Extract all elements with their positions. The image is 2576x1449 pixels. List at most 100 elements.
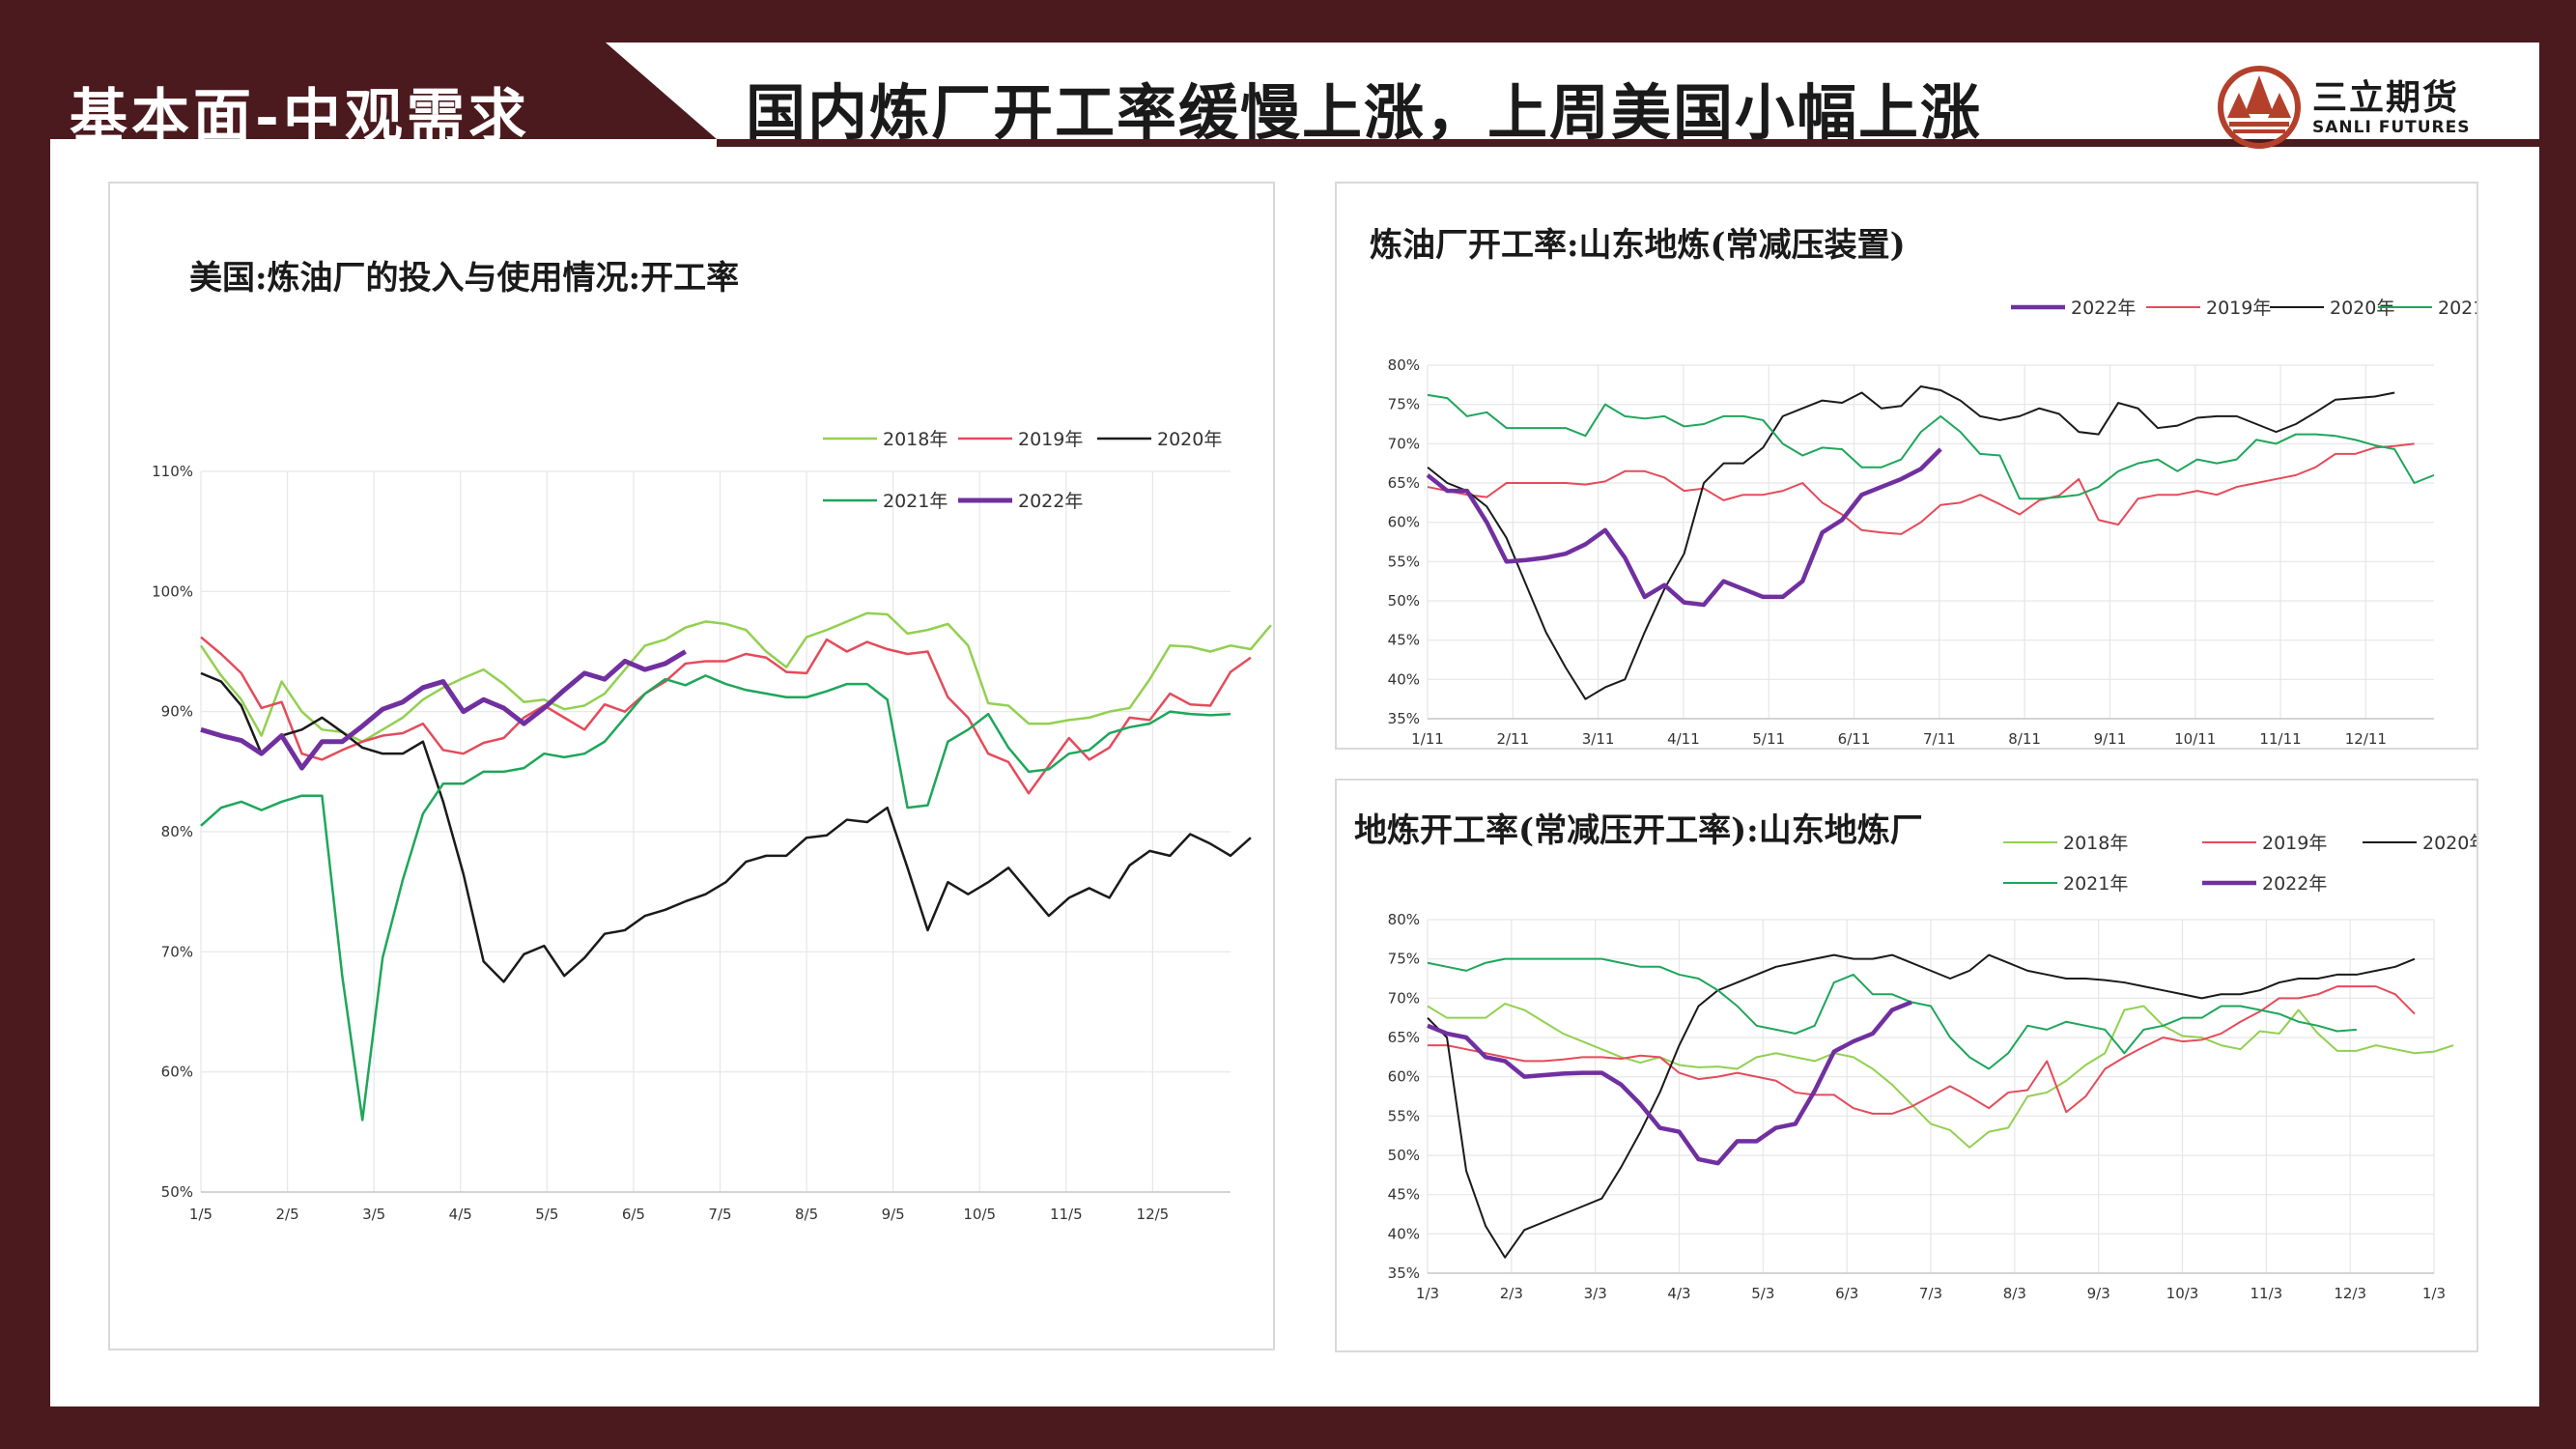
legend-entry: 2019年	[2146, 298, 2271, 319]
x-tick-label: 3/3	[1584, 1285, 1607, 1302]
y-tick-label: 60%	[1388, 514, 1420, 531]
y-tick-label: 50%	[1388, 592, 1420, 610]
legend-entry: 2019年	[958, 429, 1083, 450]
legend-entry: 2020年	[2270, 298, 2394, 319]
y-tick-label: 70%	[1388, 435, 1420, 452]
series-line-2022年	[1426, 447, 1942, 608]
y-tick-label: 65%	[1388, 474, 1420, 492]
x-tick-label: 6/5	[622, 1206, 645, 1223]
series-line-2021年	[1427, 393, 2435, 500]
series-line-2018年	[1427, 1003, 2454, 1149]
x-tick-label: 7/5	[708, 1206, 731, 1223]
y-tick-label: 55%	[1388, 1107, 1420, 1124]
legend-entry: 2022年	[2202, 873, 2327, 895]
chart-title: 美国:炼油厂的投入与使用情况:开工率	[189, 259, 740, 298]
chart-shandong-refinery-cdu: 35% 40% 45% 50% 55% 60% 65% 70% 75% 80% 1/11 2/11 3/…	[1388, 298, 2477, 748]
y-tick-label: 50%	[161, 1183, 193, 1201]
series-line-2019年	[1427, 442, 2415, 535]
page-title: 国内炼厂开工率缓慢上涨，上周美国小幅上涨	[746, 77, 1983, 148]
legend-label: 2019年	[2206, 298, 2271, 319]
legend-entry: 2021年	[2003, 873, 2128, 895]
series-line-2019年	[200, 636, 1252, 795]
legend-label: 2019年	[1018, 429, 1083, 450]
chart-panel-shandong-1: 炼油厂开工率:山东地炼(常减压装置) 35% 40% 45% 50% 55% 60% 65%…	[1335, 182, 2478, 750]
series-line-2022年	[1427, 1000, 1912, 1166]
gridlines	[200, 470, 1231, 1193]
y-tick-label: 70%	[161, 943, 193, 960]
y-tick-label: 60%	[1388, 1068, 1420, 1086]
gridlines	[1427, 364, 2434, 720]
x-tick-label: 1/3	[1416, 1285, 1439, 1302]
series-line-2020年	[1427, 384, 2395, 700]
mountain-logo-icon	[2218, 66, 2301, 149]
legend-label: 2018年	[883, 429, 948, 450]
x-tick-label: 7/11	[1923, 730, 1956, 748]
legend-entry: 2019年	[2202, 833, 2327, 854]
legend-entry: 2020年	[1097, 429, 1222, 450]
x-tick-label: 12/11	[2345, 730, 2387, 748]
legend-label: 2020年	[2422, 833, 2477, 854]
x-tick-label: 10/3	[2166, 1285, 2199, 1302]
brand-name-en: SANLI FUTURES	[2312, 118, 2471, 137]
x-tick-label: 7/3	[1919, 1285, 1942, 1302]
x-tick-label: 3/5	[362, 1206, 385, 1223]
legend-label: 2021年	[2063, 873, 2128, 895]
header-band	[50, 43, 2539, 147]
y-tick-label: 75%	[1388, 396, 1420, 413]
x-tick-label: 2/3	[1500, 1285, 1523, 1302]
legend-entry: 2021年	[2378, 298, 2477, 319]
x-tick-label: 4/11	[1667, 730, 1700, 748]
x-tick-label: 12/5	[1137, 1206, 1170, 1223]
x-tick-label: 12/3	[2334, 1285, 2366, 1302]
x-tick-label: 8/3	[2003, 1285, 2026, 1302]
legend-entry: 2021年	[823, 491, 948, 512]
y-tick-label: 65%	[1388, 1029, 1420, 1046]
slide: 基本面-中观需求 国内炼厂开工率缓慢上涨，上周美国小幅上涨 三立期货 SANLI…	[50, 43, 2539, 1406]
x-tick-label: 10/11	[2174, 730, 2216, 748]
legend-label: 2020年	[1157, 429, 1222, 450]
x-tick-label: 10/5	[963, 1206, 996, 1223]
section-title-background	[50, 43, 717, 139]
y-tick-label: 45%	[1388, 632, 1420, 649]
y-tick-label: 110%	[152, 463, 193, 480]
series-line-2019年	[1428, 985, 2416, 1115]
x-tick-label: 2/11	[1496, 730, 1529, 748]
section-title: 基本面-中观需求	[70, 83, 530, 151]
y-tick-label: 100%	[152, 582, 193, 600]
y-tick-label: 40%	[1388, 670, 1420, 688]
legend-entry: 2018年	[2003, 833, 2128, 854]
x-tick-label: 11/11	[2259, 730, 2301, 748]
x-tick-label: 1/11	[1411, 730, 1444, 748]
y-tick-label: 55%	[1388, 553, 1420, 570]
chart-us-refinery-utilization: 50% 60% 70% 80% 90% 100% 110% 1/5 2/5 3/5 4/5 5/5 6/…	[152, 429, 1272, 1223]
y-tick-label: 40%	[1388, 1225, 1420, 1242]
x-tick-label: 5/11	[1752, 730, 1785, 748]
legend-entry: 2020年	[2363, 833, 2477, 854]
x-tick-label: 9/3	[2087, 1285, 2110, 1302]
y-tick-label: 70%	[1388, 989, 1420, 1007]
y-tick-label: 35%	[1388, 710, 1420, 727]
y-tick-label: 45%	[1388, 1186, 1420, 1204]
y-tick-label: 35%	[1388, 1264, 1420, 1282]
y-tick-label: 80%	[1388, 356, 1420, 374]
series-line-2020年	[1427, 953, 2416, 1259]
y-tick-label: 80%	[1388, 911, 1420, 928]
x-tick-label: 6/3	[1835, 1285, 1858, 1302]
y-tick-label: 75%	[1388, 951, 1420, 968]
brand-name-cn: 三立期货	[2312, 78, 2460, 118]
x-tick-label: 1/3	[2422, 1285, 2446, 1302]
series-line-2022年	[200, 649, 687, 771]
x-tick-label: 8/11	[2008, 730, 2041, 748]
chart-panel-shandong-2: 地炼开工率(常减压开工率):山东地炼厂 35% 40% 45% 50% 55% 60% 65…	[1335, 779, 2478, 1352]
x-tick-label: 4/3	[1667, 1285, 1690, 1302]
x-tick-label: 5/3	[1751, 1285, 1774, 1302]
legend-label: 2021年	[2438, 298, 2477, 319]
chart-title: 炼油厂开工率:山东地炼(常减压装置)	[1370, 226, 1906, 265]
legend-label: 2021年	[883, 491, 948, 512]
legend-entry: 2018年	[823, 429, 948, 450]
series-line-2021年	[200, 674, 1231, 1122]
x-tick-label: 3/11	[1582, 730, 1615, 748]
x-tick-label: 5/5	[535, 1206, 558, 1223]
header-underline	[717, 139, 2539, 147]
legend-entry: 2022年	[958, 491, 1083, 512]
